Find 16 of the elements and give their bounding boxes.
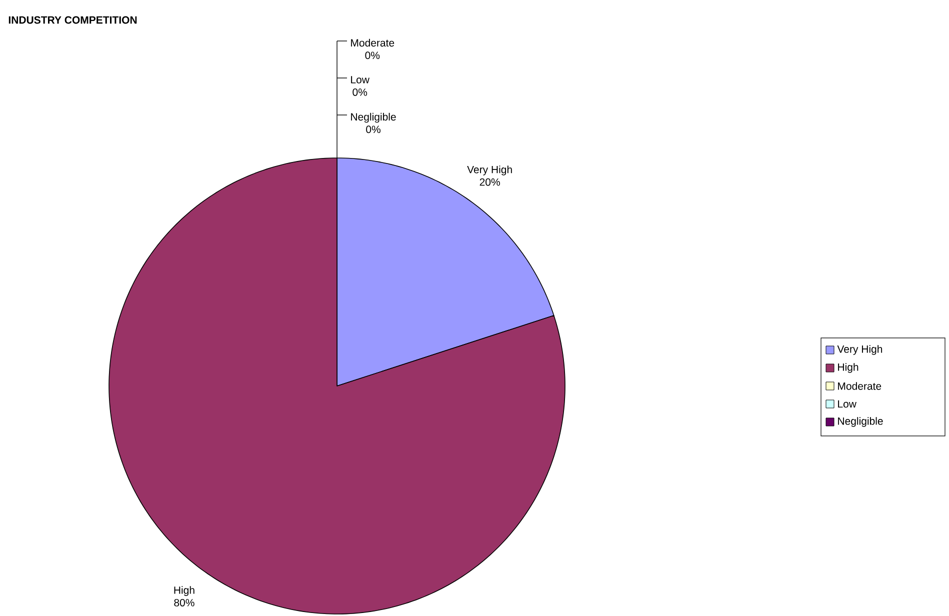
legend-label: Low — [351, 76, 370, 84]
chart-title: INDUSTRY COMPETITION — [8, 16, 137, 24]
text: 0% — [352, 88, 368, 96]
legend-label: Negligible — [351, 112, 396, 123]
legend-label: High — [838, 363, 858, 373]
text: 0% — [366, 126, 380, 134]
category-label: Moderate — [838, 382, 882, 390]
slice-label: Very High — [467, 166, 512, 176]
data-label: 80% — [174, 598, 194, 606]
text: 0% — [365, 52, 380, 60]
legend-label: Very High — [837, 345, 882, 355]
data-label: 20% — [480, 178, 500, 186]
slice-label: High — [174, 586, 194, 596]
category-label: Low — [838, 400, 856, 408]
category-label: Negligible — [838, 417, 883, 427]
legend-label: Moderate — [351, 38, 394, 47]
